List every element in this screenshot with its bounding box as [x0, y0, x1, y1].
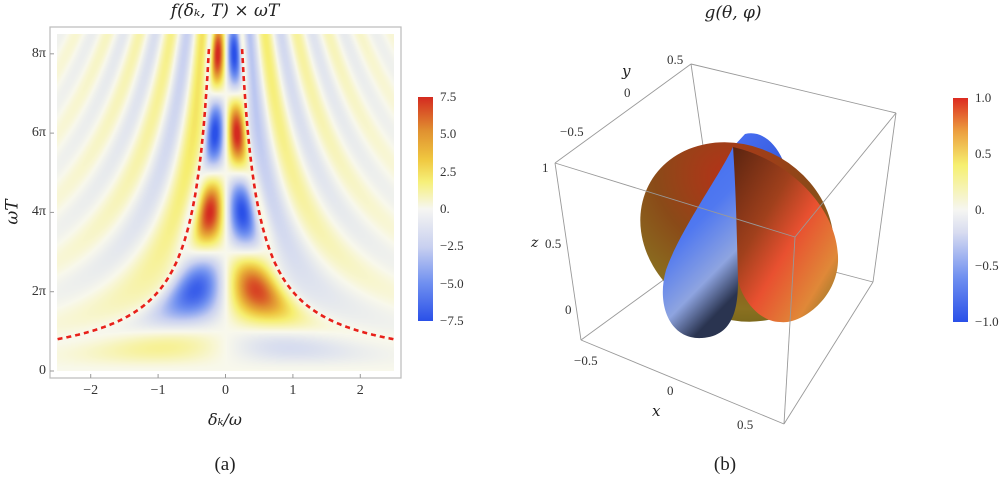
x-tick-label: 2	[356, 383, 364, 398]
colorbar-label: −5.0	[440, 275, 464, 291]
lobe-negative-front	[662, 147, 738, 339]
x-tick-label: −1	[150, 383, 166, 398]
z-axis-label-3d: z	[531, 235, 539, 251]
y-tick-label: 4π	[31, 204, 46, 220]
x-tick-neg0.5: −0.5	[574, 353, 598, 368]
y-tick-label: 8π	[31, 45, 46, 61]
colorbar-label: 7.5	[440, 89, 457, 104]
x-tick-label: 0	[222, 383, 229, 398]
surface-title: g(θ, φ)	[704, 3, 762, 23]
x-tick-0.5: 0.5	[737, 417, 754, 432]
caption-b: (b)	[713, 454, 737, 475]
colorbar-label: −1.0	[975, 314, 999, 329]
bounding-box-front	[554, 63, 897, 425]
colorbar-label: −2.5	[440, 238, 464, 254]
z-tick-0: 0	[565, 302, 572, 317]
surface-3d-plot	[554, 63, 897, 425]
x-tick-0: 0	[667, 383, 674, 398]
heatmap-axes	[49, 26, 402, 379]
colorbar-label: 0.5	[975, 146, 992, 161]
x-axis-label-3d: x	[652, 402, 661, 420]
colorbar-a	[418, 97, 433, 321]
lobe-positive-right	[733, 147, 839, 323]
y-tick-0: 0	[624, 85, 631, 100]
colorbar-label: 5.0	[440, 126, 457, 142]
colorbar-label: 0.	[440, 201, 450, 216]
x-tick-label: 1	[289, 383, 297, 398]
x-axis-label: δₖ/ω	[208, 410, 242, 429]
colorbar-label: −0.5	[975, 258, 999, 273]
y-tick-label: 0	[39, 363, 46, 378]
colorbar-label: 2.5	[440, 163, 457, 179]
y-axis-label-3d: y	[622, 62, 631, 80]
y-tick-0.5: 0.5	[667, 52, 684, 67]
heatmap-title: f(δₖ, T) × ωT	[170, 1, 280, 21]
colorbar-label: 0.	[975, 202, 985, 217]
z-tick-1: 1	[542, 160, 549, 175]
colorbar-label: −7.5	[440, 313, 464, 328]
colorbar-b	[953, 98, 968, 322]
colorbar-label: 1.0	[975, 90, 992, 105]
caption-a: (a)	[214, 454, 236, 475]
z-tick-0.5: 0.5	[545, 236, 562, 251]
y-tick-label: 6π	[31, 125, 46, 141]
x-tick-label: −2	[83, 383, 99, 398]
y-tick-label: 2π	[31, 283, 46, 299]
heatmap-canvas	[57, 34, 394, 371]
y-tick-neg0.5: −0.5	[560, 124, 584, 139]
